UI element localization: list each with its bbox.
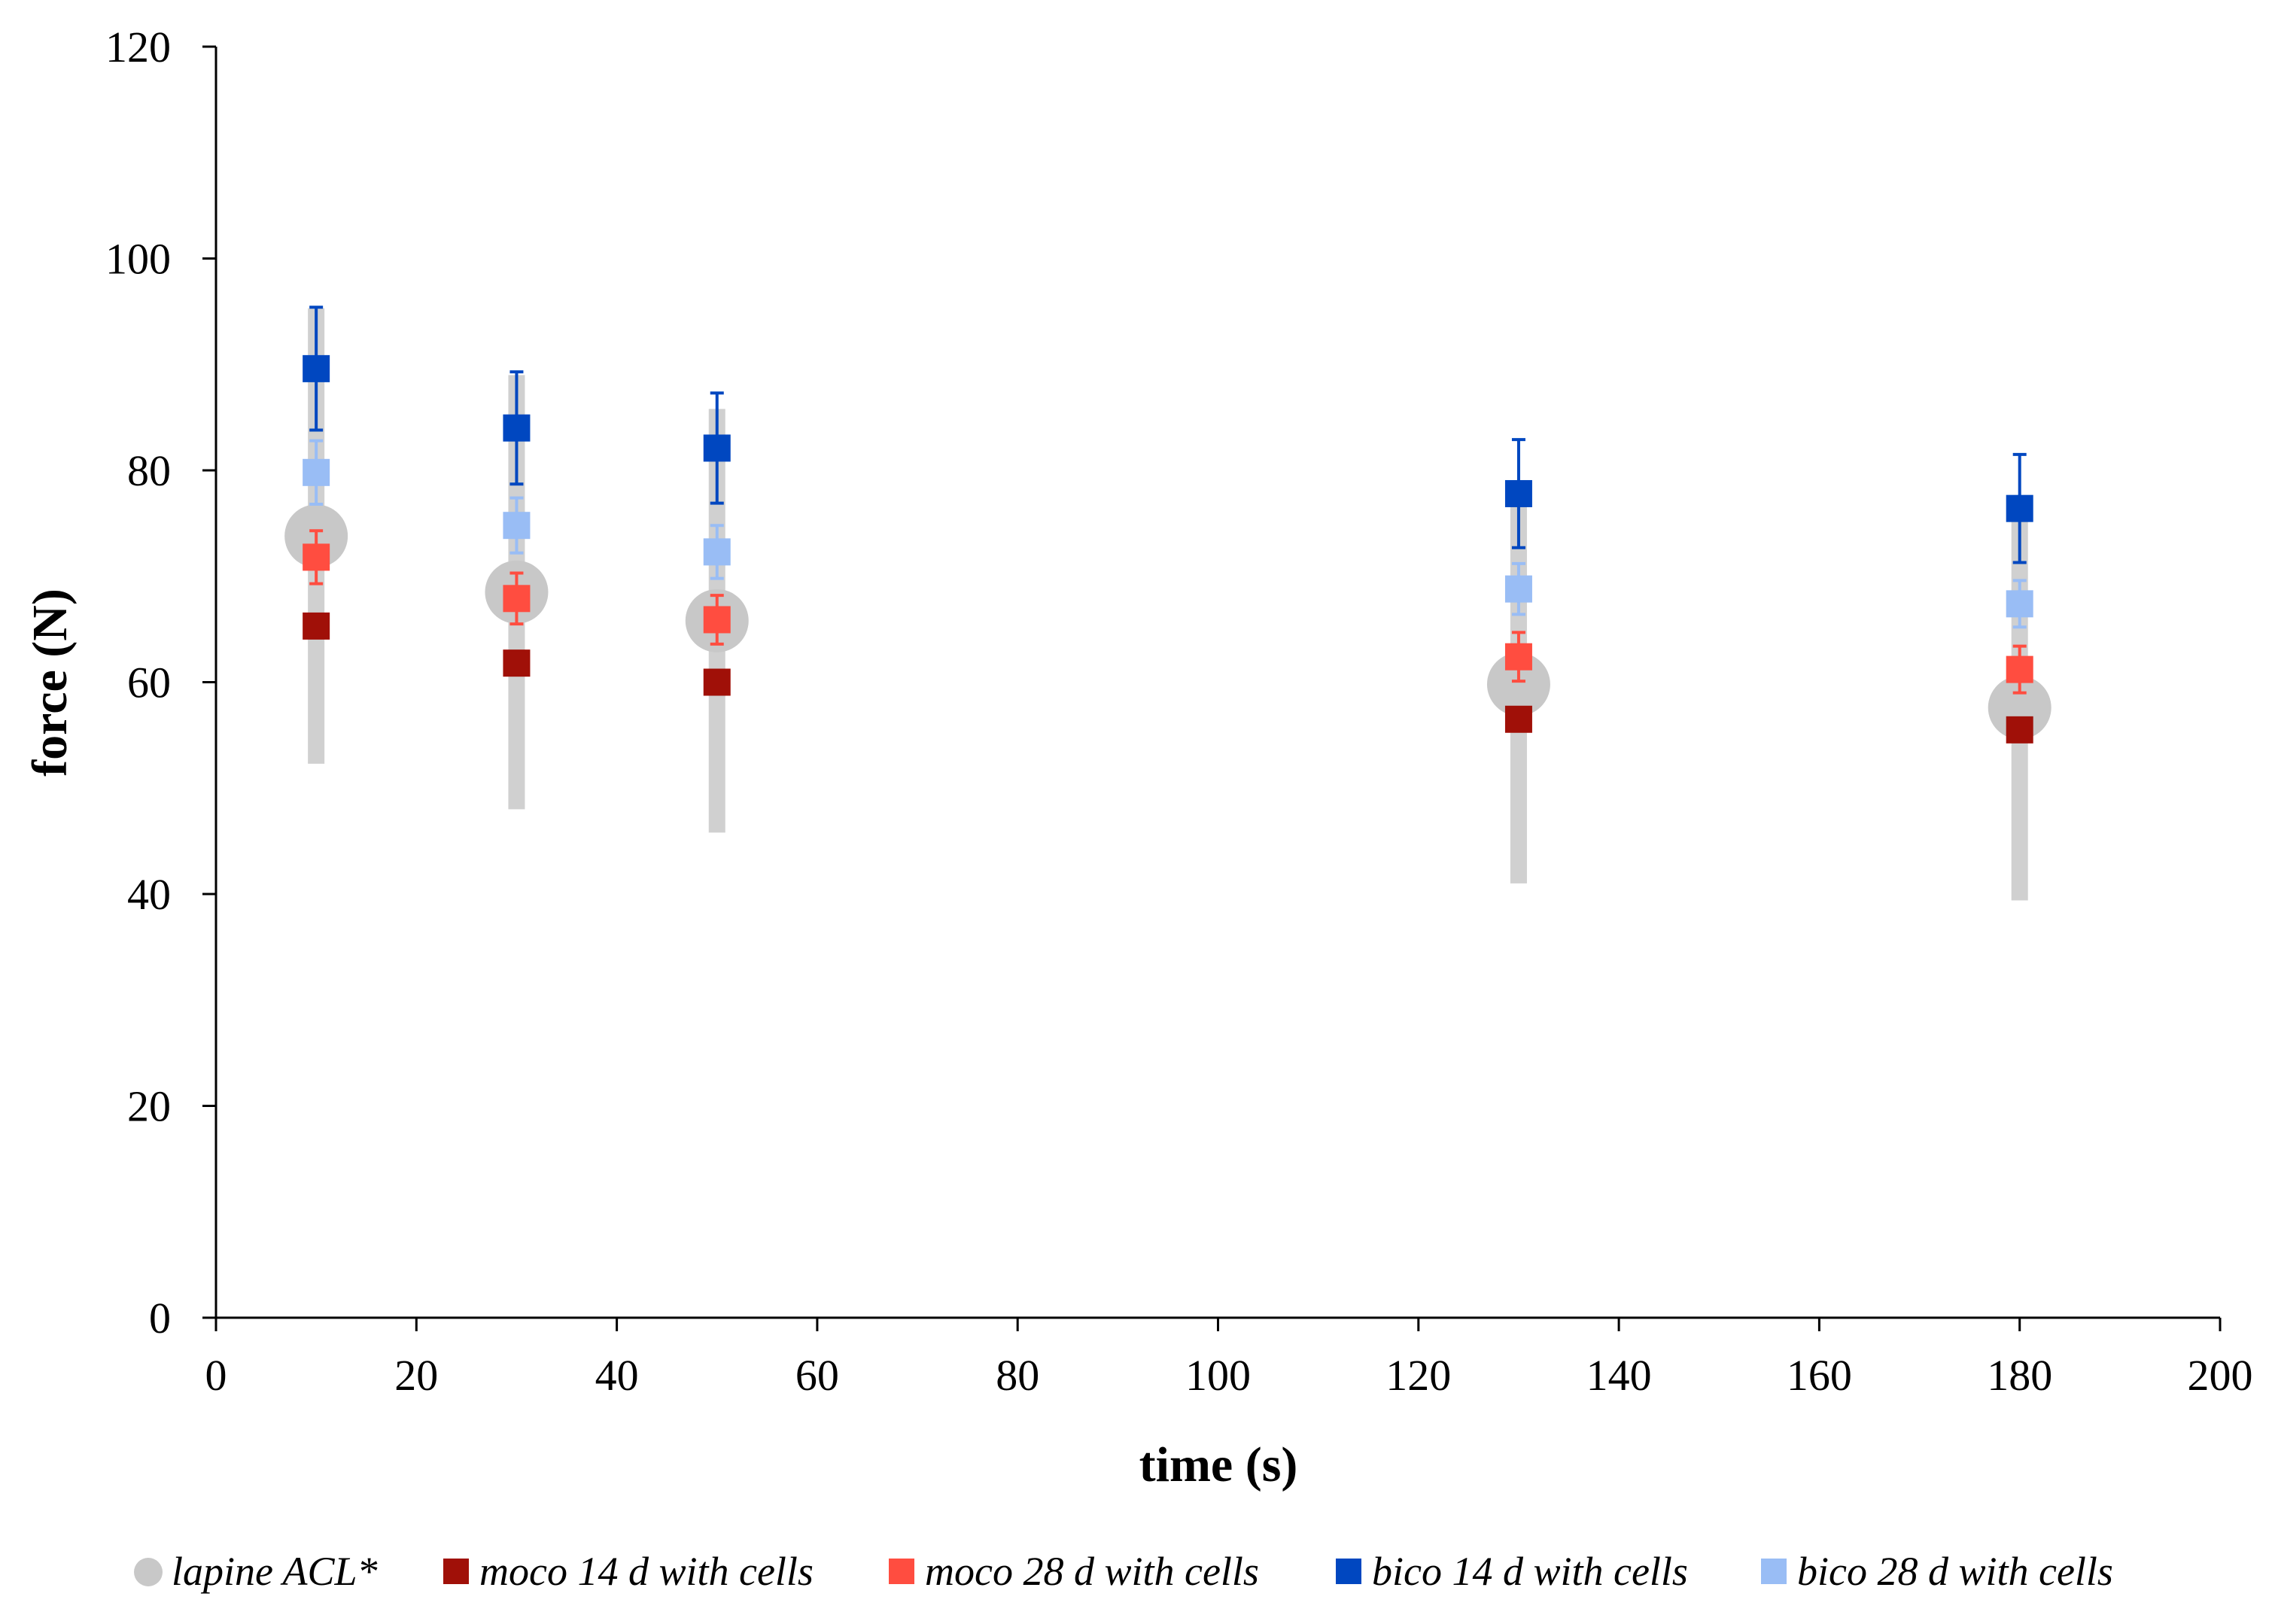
legend-marker-moco-14d: [443, 1559, 469, 1584]
data-point-moco-14-d-with-cells: [1504, 705, 1532, 733]
data-point-bico-14-d-with-cells: [703, 434, 731, 462]
data-point-bico-28-d-with-cells: [503, 512, 531, 540]
legend-item-bico-28d: bico 28 d with cells: [1761, 1549, 2113, 1594]
x-axis-title: time (s): [1139, 1437, 1298, 1492]
x-tick-label: 0: [205, 1351, 227, 1400]
data-point-bico-14-d-with-cells: [2006, 494, 2033, 522]
y-tick-label: 20: [127, 1082, 171, 1131]
data-point-moco-28-d-with-cells: [1504, 643, 1532, 671]
y-tick-label: 40: [127, 870, 171, 919]
legend-item-bico-14d: bico 14 d with cells: [1336, 1549, 1688, 1594]
legend-label-lapine-acl: lapine ACL*: [172, 1549, 378, 1594]
data-point-moco-28-d-with-cells: [703, 606, 731, 634]
x-tick-label: 160: [1787, 1351, 1852, 1400]
x-tick-label: 200: [2188, 1351, 2253, 1400]
data-point-bico-28-d-with-cells: [303, 458, 330, 486]
legend-marker-moco-28d: [889, 1559, 914, 1584]
x-tick-label: 180: [1987, 1351, 2052, 1400]
data-point-moco-14-d-with-cells: [503, 649, 531, 677]
legend-label-moco-28d: moco 28 d with cells: [925, 1549, 1259, 1594]
data-point-moco-14-d-with-cells: [703, 668, 731, 696]
data-point-bico-14-d-with-cells: [303, 354, 330, 382]
x-tick-label: 20: [394, 1351, 438, 1400]
legend-marker-lapine-acl: [134, 1558, 163, 1586]
legend: lapine ACL* moco 14 d with cells moco 28…: [134, 1549, 2113, 1594]
x-tick-label: 100: [1185, 1351, 1251, 1400]
series-bico-28-d-with-cells: [303, 439, 2033, 629]
data-point-moco-28-d-with-cells: [2006, 655, 2033, 683]
y-tick-label: 100: [105, 235, 171, 284]
legend-label-bico-14d: bico 14 d with cells: [1372, 1549, 1688, 1594]
data-point-bico-28-d-with-cells: [1504, 575, 1532, 603]
data-point-bico-14-d-with-cells: [503, 414, 531, 442]
x-tick-label: 140: [1586, 1351, 1652, 1400]
x-tick-label: 40: [595, 1351, 639, 1400]
data-layer: [284, 306, 2051, 901]
legend-label-bico-28d: bico 28 d with cells: [1797, 1549, 2113, 1594]
data-point-lapine-acl: [1486, 652, 1550, 716]
series-bico-14-d-with-cells: [303, 306, 2033, 564]
series-lapine-acl: [284, 308, 2051, 901]
y-tick-label: 120: [105, 23, 171, 71]
y-tick-label: 80: [127, 446, 171, 495]
data-point-moco-28-d-with-cells: [303, 543, 330, 571]
legend-item-moco-14d: moco 14 d with cells: [443, 1549, 814, 1594]
data-point-bico-28-d-with-cells: [703, 538, 731, 566]
legend-item-lapine-acl: lapine ACL*: [134, 1549, 378, 1594]
legend-marker-bico-28d: [1761, 1559, 1787, 1584]
x-tick-label: 80: [996, 1351, 1039, 1400]
x-tick-label: 120: [1385, 1351, 1451, 1400]
data-point-bico-28-d-with-cells: [2006, 590, 2033, 618]
data-point-bico-14-d-with-cells: [1504, 479, 1532, 507]
y-axis-title: force (N): [23, 588, 78, 777]
data-point-moco-28-d-with-cells: [503, 585, 531, 613]
data-point-moco-14-d-with-cells: [2006, 716, 2033, 744]
data-point-lapine-acl: [1988, 676, 2051, 740]
ticks: 0 20 40 60 80 100 120 0 20 40 60 80 100 120 140 160 180 2…: [105, 23, 2253, 1400]
y-tick-label: 0: [149, 1294, 171, 1343]
series-moco-14-d-with-cells: [303, 612, 2033, 744]
y-tick-label: 60: [127, 658, 171, 707]
legend-label-moco-14d: moco 14 d with cells: [479, 1549, 814, 1594]
x-tick-label: 60: [795, 1351, 839, 1400]
series-moco-28-d-with-cells: [303, 529, 2033, 695]
legend-marker-bico-14d: [1336, 1559, 1361, 1584]
legend-item-moco-28d: moco 28 d with cells: [889, 1549, 1259, 1594]
data-point-moco-14-d-with-cells: [303, 612, 330, 640]
